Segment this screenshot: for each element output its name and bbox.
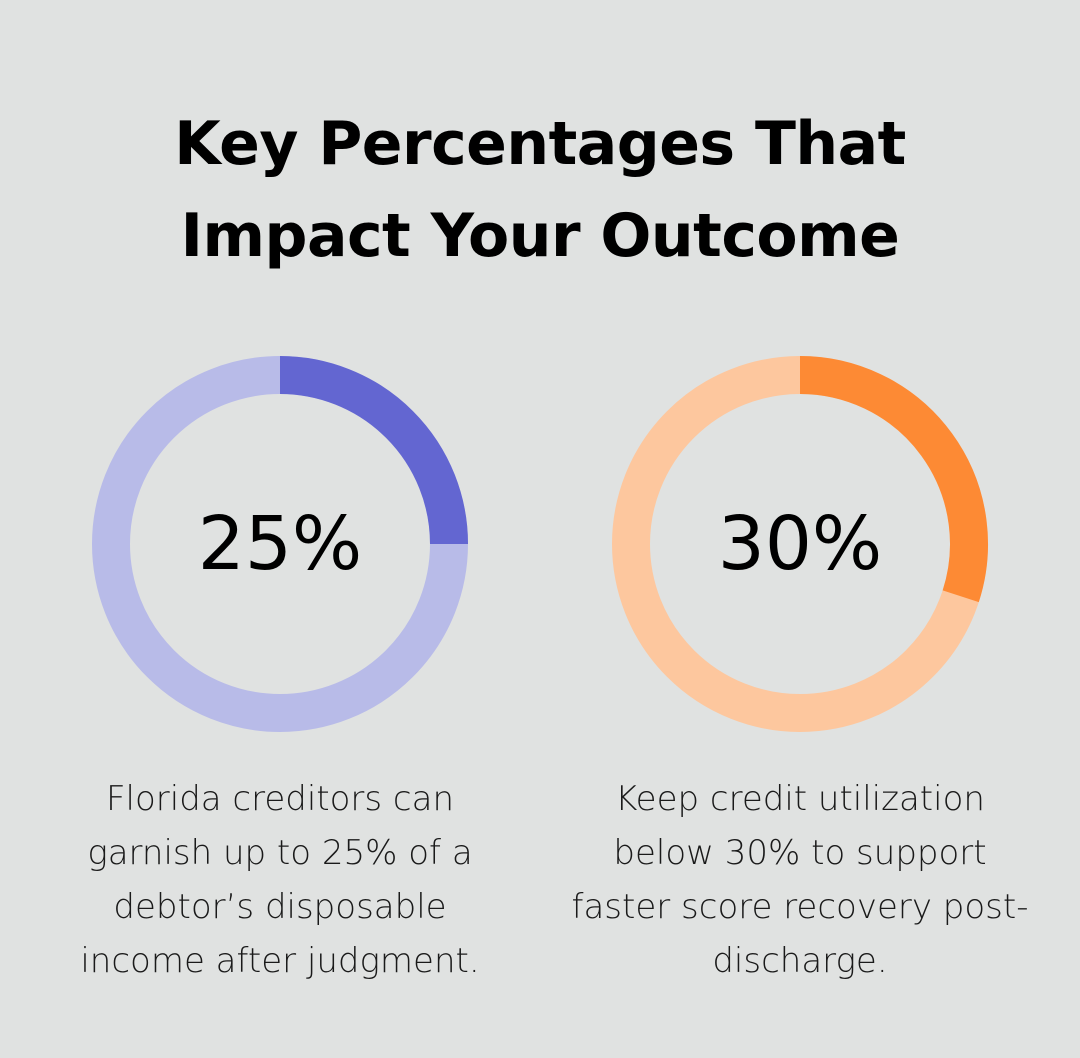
title-line-1: Key Percentages That (174, 109, 906, 179)
caption-right-line-2: below 30% to support (613, 833, 987, 873)
donut-value-label-right: 30% (718, 501, 882, 587)
caption-left-line-4: income after judgment. (80, 941, 480, 981)
donut-segment-left (279, 356, 468, 545)
donut-chart-right: 30% (612, 356, 988, 732)
donut-chart-left: 25% (92, 356, 468, 732)
donut-segment-right (799, 356, 988, 603)
caption-right-line-3: faster score recovery post- (571, 887, 1029, 927)
donut-value-label-left: 25% (198, 501, 362, 587)
title-line-2: Impact Your Outcome (180, 201, 900, 271)
caption-left-line-2: garnish up to 25% of a (87, 833, 473, 873)
caption-right-line-4: discharge. (712, 941, 888, 981)
caption-left-line-3: debtor’s disposable (113, 887, 447, 927)
caption-right: Keep credit utilization below 30% to sup… (560, 772, 1040, 988)
caption-right-line-1: Keep credit utilization (615, 779, 985, 819)
caption-left: Florida creditors can garnish up to 25% … (40, 772, 520, 988)
caption-left-line-1: Florida creditors can (105, 779, 455, 819)
page-title: Key Percentages That Impact Your Outcome (0, 98, 1080, 282)
